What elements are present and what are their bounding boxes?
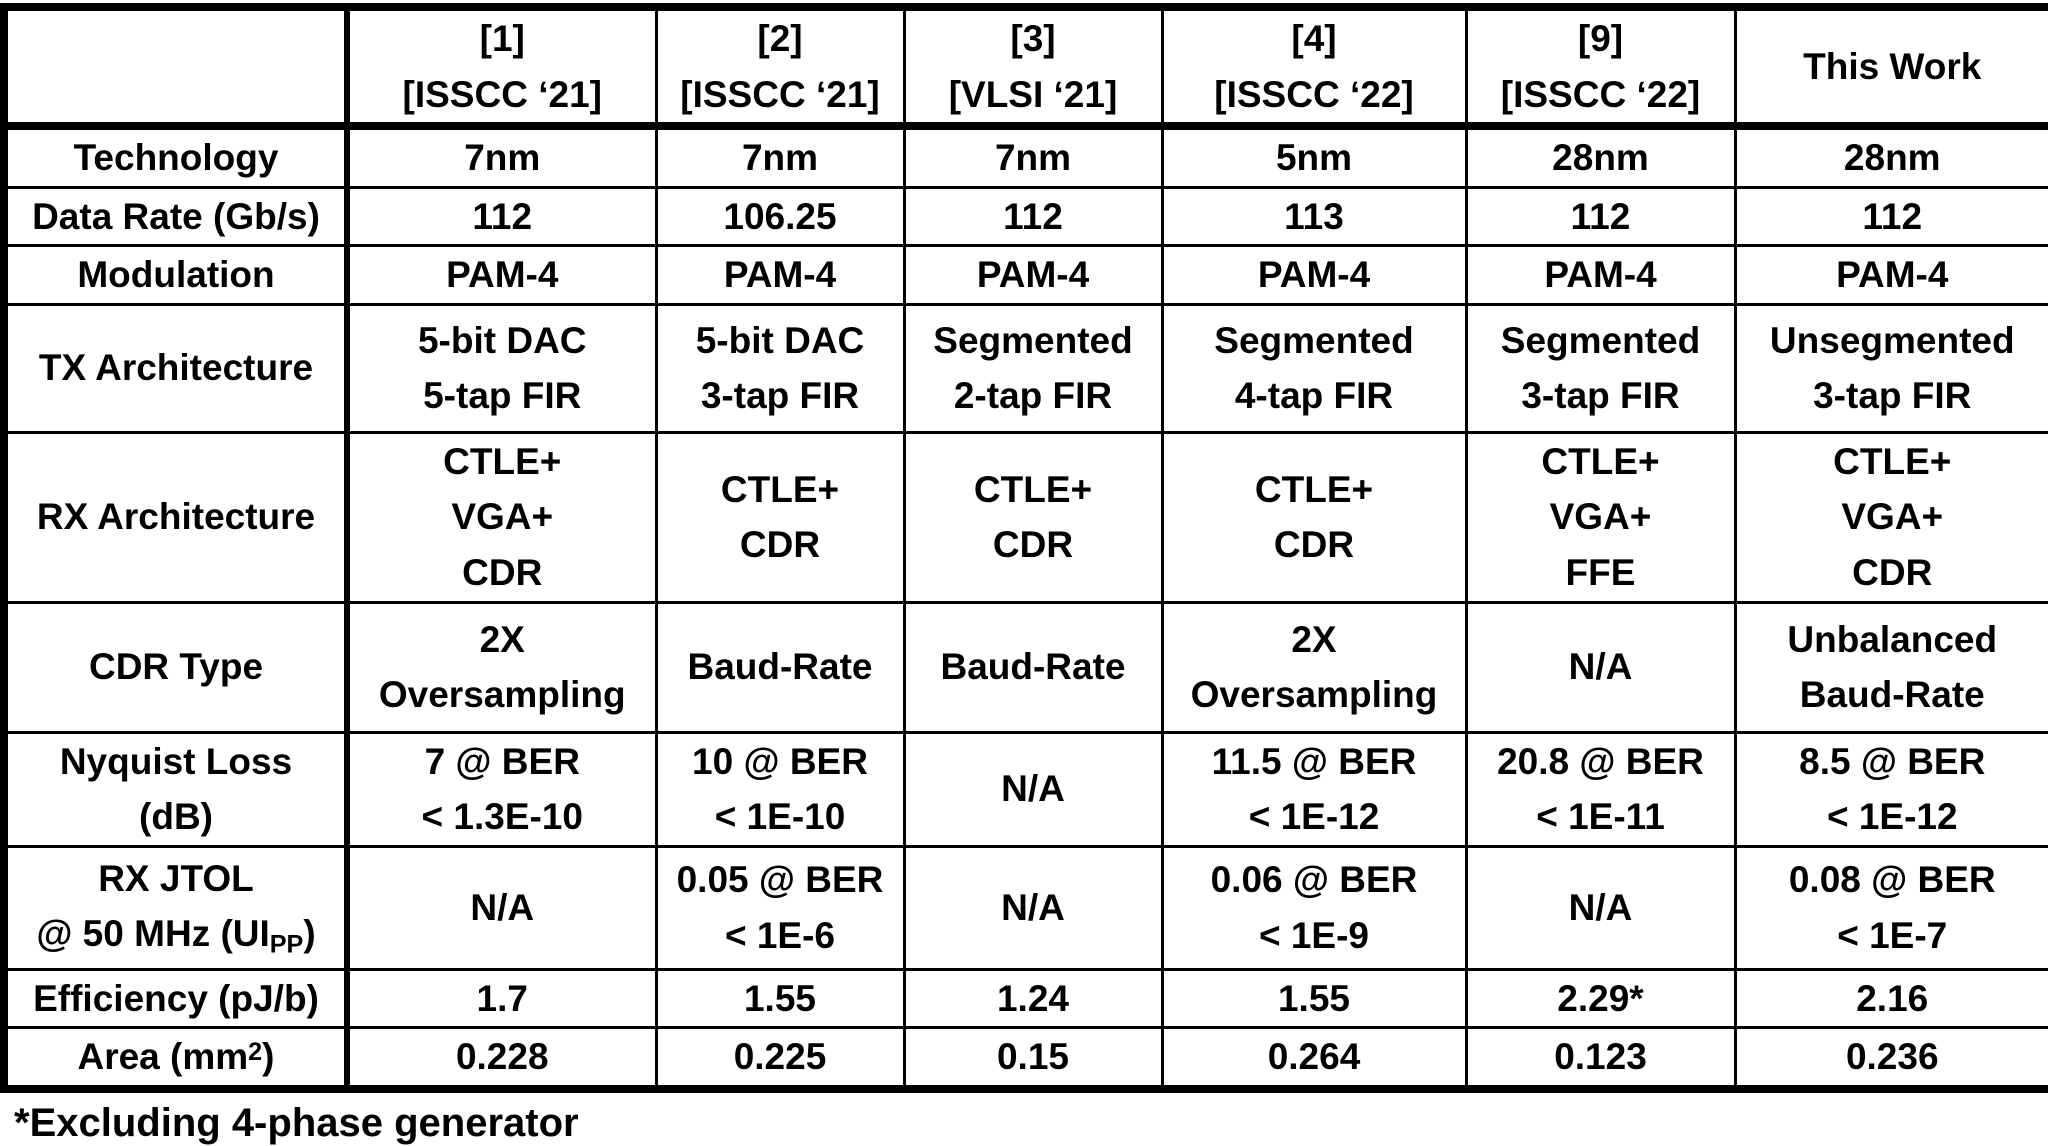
data-cell: N/A [902,844,1164,971]
column-header-ref2: [2] [ISSCC ‘21] [654,5,906,130]
column-header-ref1: [1] [ISSCC ‘21] [345,5,658,130]
comparison-table-page: [1] [ISSCC ‘21] [2] [ISSCC ‘21] [3] [VLSI ‘… [0,3,2048,1145]
corner-cell [2,5,350,130]
row-label: Area (mm2) [2,1026,350,1090]
table-row: Efficiency (pJ/b) 1.7 1.55 1.24 1.55 2.29* 2.1… [2,967,2048,1029]
data-cell: PAM-4 [1160,244,1468,306]
data-cell: CTLE+ VGA+ CDR [345,430,658,604]
data-cell: 0.228 [345,1026,658,1090]
row-label: Technology [2,124,350,189]
data-cell: 28nm [1464,124,1737,189]
data-cell: 0.123 [1464,1026,1737,1090]
column-header-ref9: [9] [ISSCC ‘22] [1464,5,1737,130]
row-label: CDR Type [2,600,350,734]
data-cell: 7nm [654,124,906,189]
data-cell: CTLE+ VGA+ FFE [1464,430,1737,604]
data-cell: N/A [1464,844,1737,971]
data-cell: 7 @ BER < 1.3E-10 [345,730,658,848]
data-cell: 0.225 [654,1026,906,1090]
data-cell: 112 [1464,185,1737,247]
data-cell: 112 [345,185,658,247]
data-cell: 0.06 @ BER < 1E-9 [1160,844,1468,971]
table-row: Area (mm2) 0.228 0.225 0.15 0.264 0.123 0.236 [2,1026,2048,1090]
row-label: TX Architecture [2,302,350,434]
data-cell: 0.08 @ BER < 1E-7 [1733,844,2048,971]
column-header-this-work: This Work [1733,5,2048,130]
data-cell: Segmented 3-tap FIR [1464,302,1737,434]
data-cell: CTLE+ VGA+ CDR [1733,430,2048,604]
data-cell: CTLE+ CDR [1160,430,1468,604]
header-row: [1] [ISSCC ‘21] [2] [ISSCC ‘21] [3] [VLSI ‘… [2,5,2048,130]
data-cell: 7nm [902,124,1164,189]
data-cell: Segmented 2-tap FIR [902,302,1164,434]
data-cell: N/A [345,844,658,971]
data-cell: CTLE+ CDR [654,430,906,604]
data-cell: 28nm [1733,124,2048,189]
data-cell: 0.15 [902,1026,1164,1090]
table-body: Technology 7nm 7nm 7nm 5nm 28nm 28nm Data Rate … [2,124,2048,1090]
data-cell: 1.24 [902,967,1164,1029]
data-cell: 113 [1160,185,1468,247]
column-header-ref3: [3] [VLSI ‘21] [902,5,1164,130]
row-label: Efficiency (pJ/b) [2,967,350,1029]
row-label: Nyquist Loss (dB) [2,730,350,848]
data-cell: Unsegmented 3-tap FIR [1733,302,2048,434]
comparison-table: [1] [ISSCC ‘21] [2] [ISSCC ‘21] [3] [VLSI ‘… [0,3,2048,1093]
data-cell: 2.29* [1464,967,1737,1029]
data-cell: Baud-Rate [654,600,906,734]
row-label: Data Rate (Gb/s) [2,185,350,247]
table-row: Nyquist Loss (dB) 7 @ BER < 1.3E-10 10 @ BER… [2,730,2048,848]
data-cell: Segmented 4-tap FIR [1160,302,1468,434]
data-cell: 1.55 [1160,967,1468,1029]
data-cell: 5-bit DAC 3-tap FIR [654,302,906,434]
data-cell: 8.5 @ BER < 1E-12 [1733,730,2048,848]
data-cell: PAM-4 [1733,244,2048,306]
column-header-ref4: [4] [ISSCC ‘22] [1160,5,1468,130]
table-row: Technology 7nm 7nm 7nm 5nm 28nm 28nm [2,124,2048,189]
table-row: TX Architecture 5-bit DAC 5-tap FIR 5-bit D… [2,302,2048,434]
data-cell: N/A [1464,600,1737,734]
data-cell: 112 [1733,185,2048,247]
row-label: Modulation [2,244,350,306]
data-cell: 2X Oversampling [1160,600,1468,734]
table-row: RX Architecture CTLE+ VGA+ CDR CTLE+ CDR CTLE+… [2,430,2048,604]
data-cell: CTLE+ CDR [902,430,1164,604]
data-cell: 11.5 @ BER < 1E-12 [1160,730,1468,848]
data-cell: 1.7 [345,967,658,1029]
data-cell: PAM-4 [1464,244,1737,306]
data-cell: 112 [902,185,1164,247]
footnote: *Excluding 4-phase generator [14,1100,579,1145]
data-cell: 20.8 @ BER < 1E-11 [1464,730,1737,848]
data-cell: 0.264 [1160,1026,1468,1090]
data-cell: 7nm [345,124,658,189]
data-cell: 10 @ BER < 1E-10 [654,730,906,848]
row-label: RX Architecture [2,430,350,604]
data-cell: 2.16 [1733,967,2048,1029]
data-cell: 5-bit DAC 5-tap FIR [345,302,658,434]
data-cell: 0.236 [1733,1026,2048,1090]
data-cell: N/A [902,730,1164,848]
data-cell: 2X Oversampling [345,600,658,734]
data-cell: Baud-Rate [902,600,1164,734]
table-row: RX JTOL @ 50 MHz (UIPP) N/A 0.05 @ BER < 1E-… [2,844,2048,971]
data-cell: PAM-4 [902,244,1164,306]
table-row: Data Rate (Gb/s) 112 106.25 112 113 112 112 [2,185,2048,247]
data-cell: 5nm [1160,124,1468,189]
data-cell: 0.05 @ BER < 1E-6 [654,844,906,971]
table-row: CDR Type 2X Oversampling Baud-Rate Baud-Rate… [2,600,2048,734]
data-cell: PAM-4 [654,244,906,306]
data-cell: 106.25 [654,185,906,247]
data-cell: 1.55 [654,967,906,1029]
row-label: RX JTOL @ 50 MHz (UIPP) [2,844,350,971]
data-cell: Unbalanced Baud-Rate [1733,600,2048,734]
table-row: Modulation PAM-4 PAM-4 PAM-4 PAM-4 PAM-4 PAM-4 [2,244,2048,306]
data-cell: PAM-4 [345,244,658,306]
